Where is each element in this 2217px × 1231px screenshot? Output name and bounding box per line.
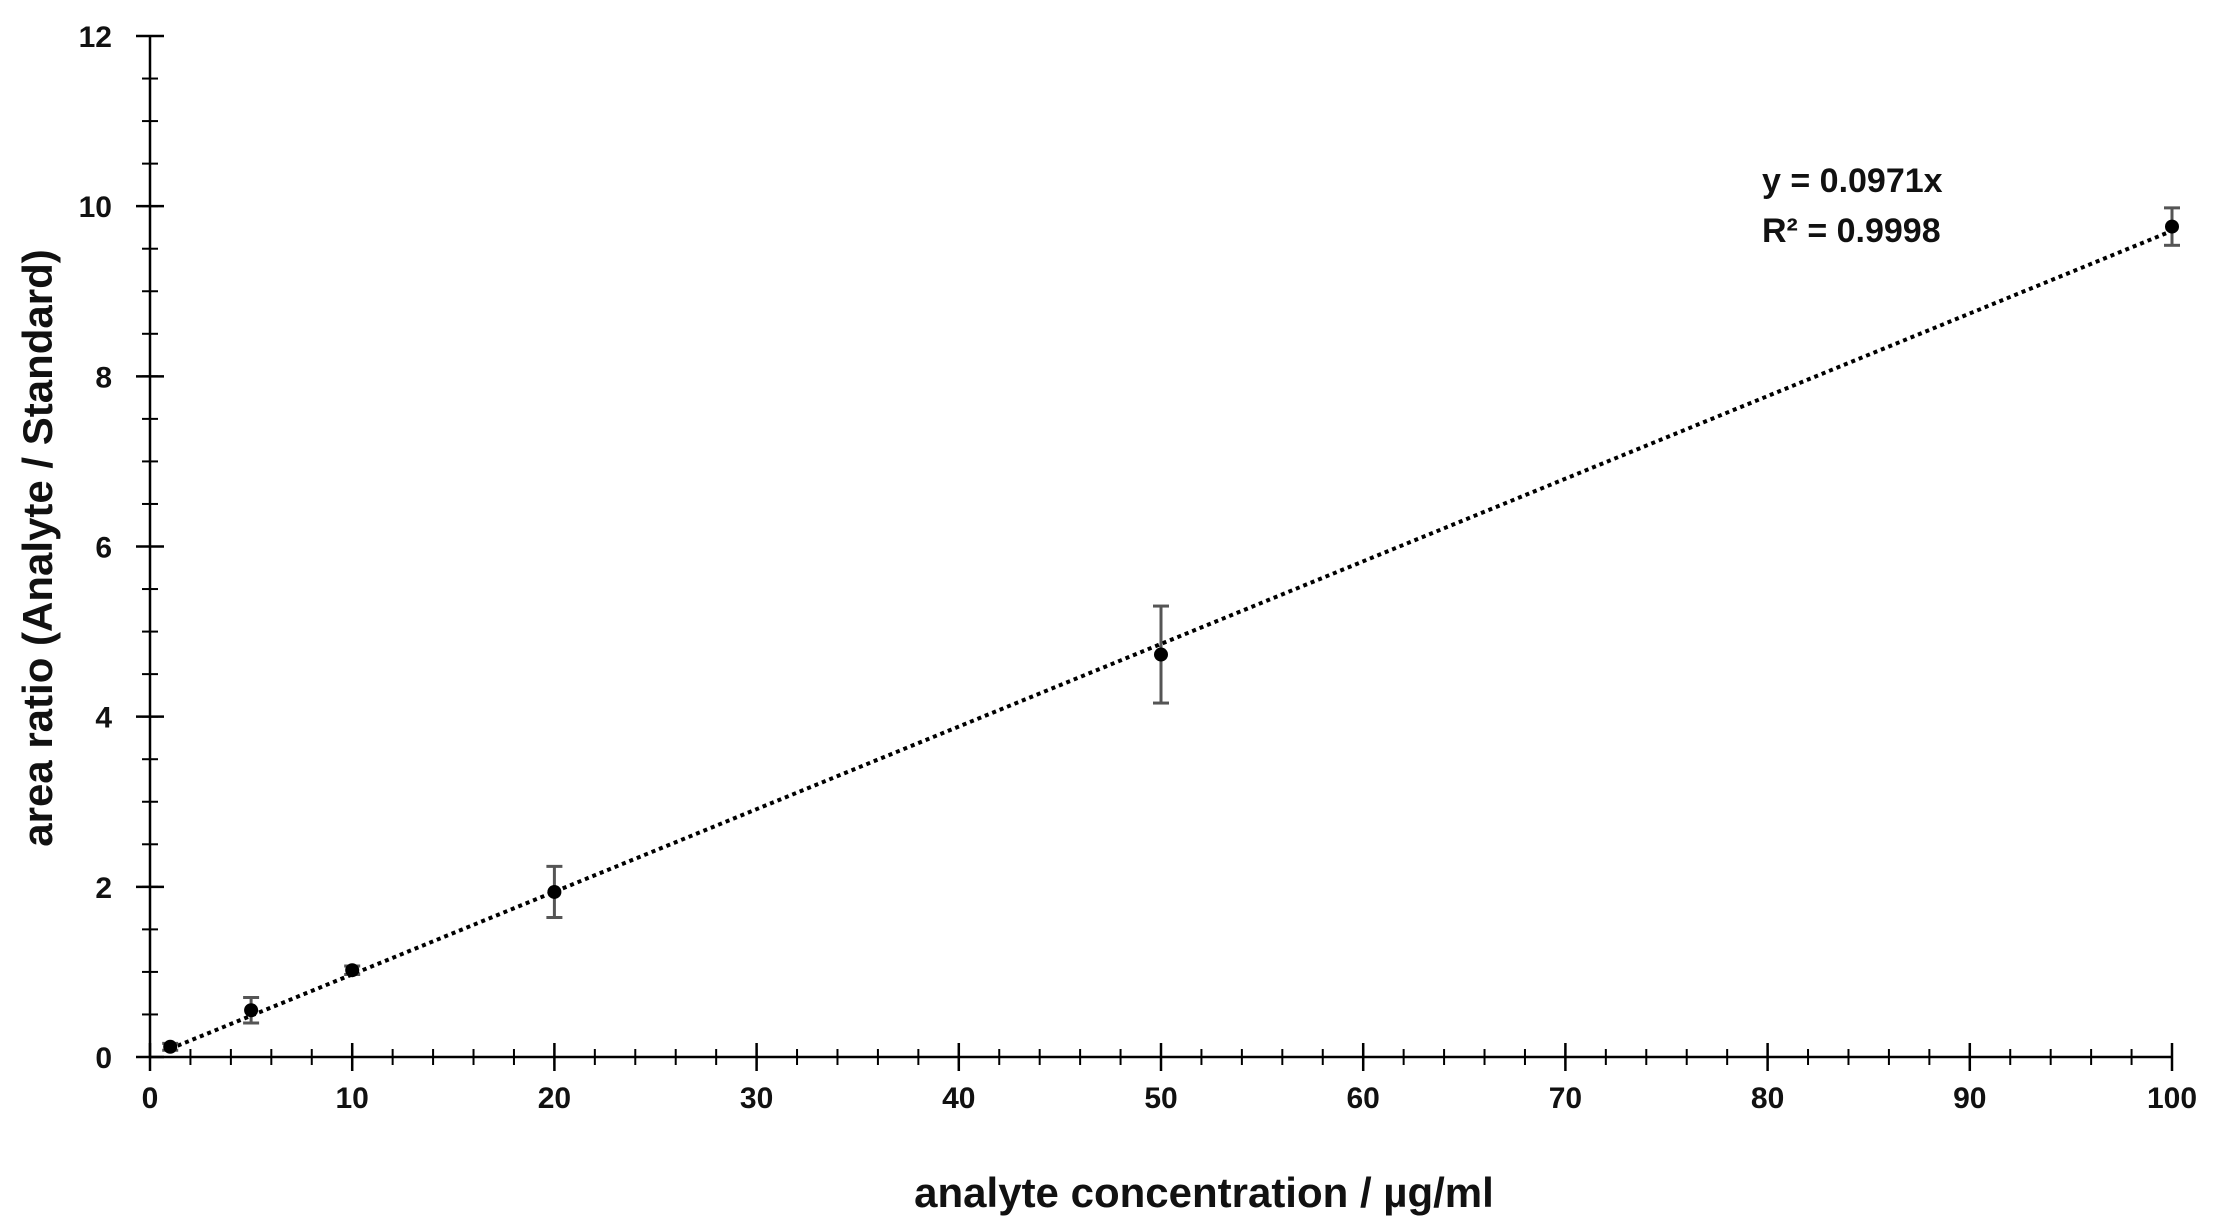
x-tick-label: 50: [1144, 1082, 1177, 1115]
y-tick-label: 4: [95, 702, 112, 735]
x-tick-label: 100: [2147, 1082, 2197, 1115]
data-points: [163, 219, 2179, 1054]
x-tick-label: 70: [1549, 1082, 1582, 1115]
error-bars: [162, 206, 2180, 1052]
data-point: [244, 1003, 259, 1018]
tick-labels: 0 10 20 30 40 50 60 70 80 90 100 0 2 4 6 8 10 12: [79, 21, 2197, 1115]
trendline-equation: y = 0.0971x: [1762, 162, 1943, 200]
x-tick-label: 20: [538, 1082, 571, 1115]
y-tick-label: 10: [79, 191, 112, 224]
x-tick-label: 10: [336, 1082, 369, 1115]
y-tick-label: 12: [79, 21, 112, 54]
data-point: [2165, 219, 2179, 234]
x-axis-title: analyte concentration / µg/ml: [914, 1169, 1494, 1216]
x-tick-label: 60: [1347, 1082, 1380, 1115]
x-tick-label: 80: [1751, 1082, 1784, 1115]
x-tick-label: 0: [142, 1082, 159, 1115]
x-tick-label: 40: [942, 1082, 975, 1115]
data-point: [345, 963, 360, 978]
trendline-group: [169, 228, 2173, 1051]
x-tick-label: 90: [1953, 1082, 1986, 1115]
r-squared-label: R² = 0.9998: [1762, 212, 1941, 250]
trendline: [169, 228, 2173, 1051]
data-point: [1154, 647, 1168, 662]
x-tick-label: 30: [740, 1082, 773, 1115]
data-point: [163, 1039, 178, 1054]
y-tick-label: 0: [95, 1042, 112, 1075]
axis-ticks: [136, 34, 2174, 1071]
data-point: [547, 884, 562, 899]
y-tick-label: 2: [95, 872, 112, 905]
y-axis-title: area ratio (Analyte / Standard): [14, 249, 61, 847]
y-tick-label: 6: [95, 532, 112, 565]
y-tick-label: 8: [95, 361, 112, 394]
